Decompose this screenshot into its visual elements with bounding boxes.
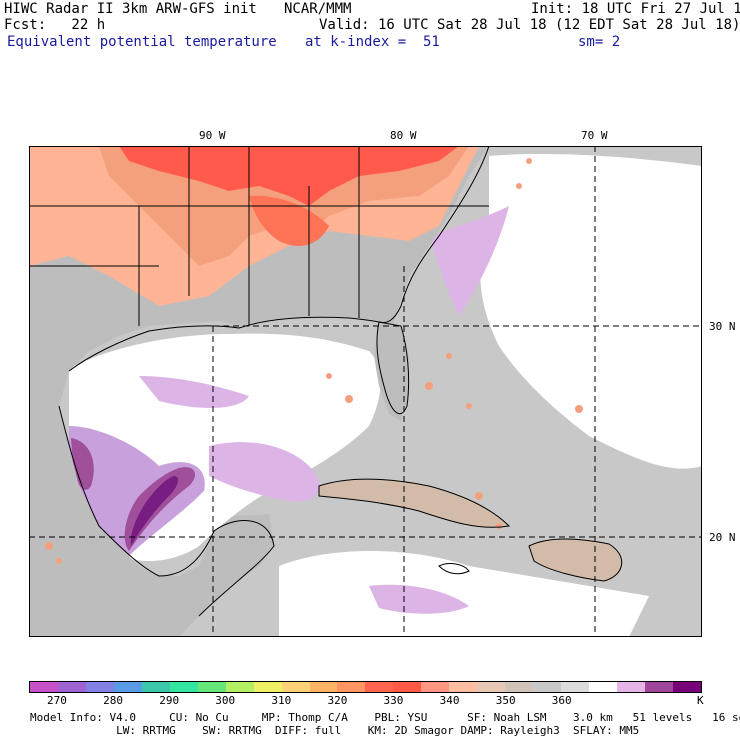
- dark-purple-plume-center: [124, 467, 196, 551]
- colorbar-swatch: [197, 682, 226, 692]
- lavender-plume-gulf: [139, 376, 249, 408]
- colorbar-swatch: [57, 682, 86, 692]
- map-frame: [29, 146, 702, 637]
- colorbar-tick-label: 330: [383, 694, 404, 707]
- colorbar-swatch: [141, 682, 170, 692]
- colorbar-swatch: [30, 682, 58, 692]
- florida-land: [374, 321, 409, 421]
- colorbar-swatch: [505, 682, 534, 692]
- purple-plume-west: [69, 426, 205, 556]
- colorbar-swatch: [617, 682, 645, 692]
- cuba-land: [319, 479, 509, 528]
- colorbar-swatch: [253, 682, 282, 692]
- colorbar-swatch: [561, 682, 590, 692]
- colorbar-swatch: [477, 682, 506, 692]
- lavender-plume-south: [369, 584, 469, 614]
- smoothing: sm= 2: [578, 34, 621, 50]
- lon-label-80w: 80 W: [390, 129, 417, 142]
- colorbar-tick-label: 340: [439, 694, 460, 707]
- model-title: HIWC Radar II 3km ARW-GFS init: [4, 1, 257, 17]
- level-index: at k-index = 51: [305, 34, 440, 50]
- colorbar-swatch: [85, 682, 114, 692]
- colorbar-tick-label: 310: [271, 694, 292, 707]
- hispaniola-land: [529, 539, 622, 581]
- init-time: Init: 18 UTC Fri 27 Jul 18: [531, 1, 740, 17]
- convective-cells: [45, 158, 583, 564]
- lon-label-70w: 70 W: [581, 129, 608, 142]
- caribbean-white-region: [279, 551, 649, 637]
- colorbar-swatch: [589, 682, 618, 692]
- model-info-line2: LW: RRTMG SW: RRTMG DIFF: full KM: 2D Sm…: [30, 724, 640, 737]
- colorbar-tick-label: 350: [495, 694, 516, 707]
- colorbar: [29, 681, 702, 693]
- coastlines: [29, 146, 623, 617]
- colorbar-unit: K: [697, 694, 704, 707]
- colorbar-tick-label: 300: [215, 694, 236, 707]
- organization: NCAR/MMM: [284, 1, 352, 17]
- colorbar-swatch: [672, 682, 701, 692]
- colorbar-swatch: [421, 682, 450, 692]
- colorbar-swatch: [533, 682, 562, 692]
- lavender-plume-east: [429, 206, 509, 316]
- graticule: [29, 146, 702, 637]
- forecast-hour: Fcst: 22 h: [4, 17, 106, 33]
- colorbar-swatch: [449, 682, 478, 692]
- colorbar-tick-label: 320: [327, 694, 348, 707]
- colorbar-swatch: [365, 682, 394, 692]
- colorbar-swatch: [309, 682, 338, 692]
- colorbar-swatch: [393, 682, 422, 692]
- colorbar-swatch: [337, 682, 366, 692]
- colorbar-swatch: [281, 682, 310, 692]
- colorbar-tick-label: 290: [159, 694, 180, 707]
- colorbar-swatch: [225, 682, 254, 692]
- field-name: Equivalent potential temperature: [7, 34, 277, 50]
- atlantic-white-region: [480, 154, 702, 469]
- weather-map: [29, 146, 702, 637]
- valid-time: Valid: 16 UTC Sat 28 Jul 18 (12 EDT Sat …: [319, 17, 740, 33]
- colorbar-tick-label: 280: [103, 694, 123, 707]
- red-region: [119, 146, 459, 206]
- colorbar-tick-label: 270: [47, 694, 67, 707]
- deepest-purple-core: [130, 476, 179, 546]
- colorbar-swatch: [169, 682, 198, 692]
- lavender-plume-central: [209, 442, 320, 502]
- lat-label-30n: 30 N: [709, 320, 736, 333]
- colorbar-swatch: [644, 682, 673, 692]
- lat-label-20n: 20 N: [709, 531, 736, 544]
- colorbar-swatch: [113, 682, 142, 692]
- colorbar-tick-label: 360: [551, 694, 572, 707]
- model-info-line1: Model Info: V4.0 CU: No Cu MP: Thomp C/A…: [30, 711, 740, 724]
- lon-label-90w: 90 W: [199, 129, 226, 142]
